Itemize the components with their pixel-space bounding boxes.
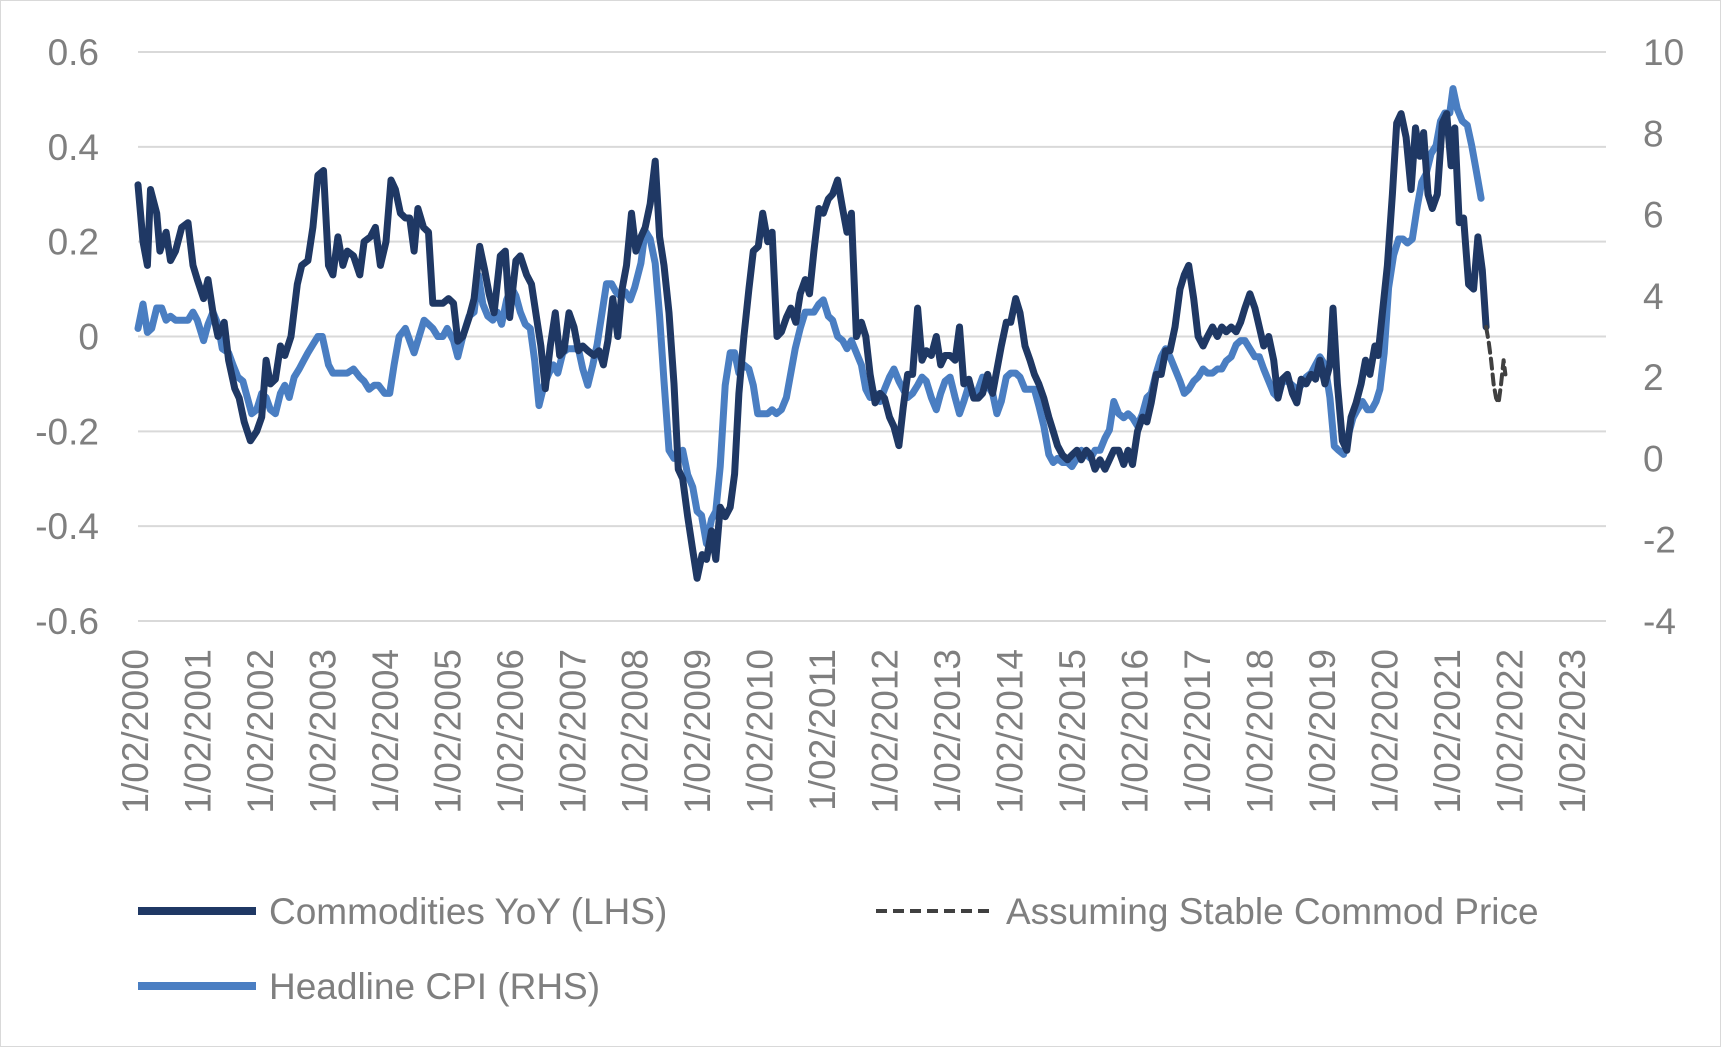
x-tick-label: 1/02/2010 <box>740 649 781 814</box>
y-right-tick-label: -4 <box>1643 601 1676 642</box>
y-left-tick-label: -0.6 <box>35 601 99 642</box>
legend-label-commodities: Commodities YoY (LHS) <box>269 891 667 932</box>
x-tick-label: 1/02/2022 <box>1489 649 1530 814</box>
legend-label-headline-cpi: Headline CPI (RHS) <box>269 966 600 1007</box>
y-right-tick-label: 6 <box>1643 195 1664 236</box>
x-tick-label: 1/02/2004 <box>365 649 406 814</box>
x-tick-label: 1/02/2009 <box>677 649 718 814</box>
x-tick-label: 1/02/2000 <box>115 649 156 814</box>
y-right-tick-label: 2 <box>1643 357 1664 398</box>
x-tick-label: 1/02/2021 <box>1427 649 1468 814</box>
x-tick-label: 1/02/2019 <box>1302 649 1343 814</box>
y-right-tick-label: 8 <box>1643 113 1664 154</box>
x-tick-label: 1/02/2001 <box>177 649 218 814</box>
x-tick-label: 1/02/2002 <box>240 649 281 814</box>
series-line-2 <box>1484 325 1508 405</box>
x-tick-label: 1/02/2005 <box>427 649 468 814</box>
y-left-tick-label: -0.2 <box>35 411 99 452</box>
y-right-tick-label: -2 <box>1643 520 1676 561</box>
x-tick-label: 1/02/2003 <box>302 649 343 814</box>
x-tick-label: 1/02/2015 <box>1052 649 1093 814</box>
y-left-tick-label: 0.2 <box>48 222 99 263</box>
x-tick-label: 1/02/2012 <box>865 649 906 814</box>
y-left-tick-label: -0.4 <box>35 506 99 547</box>
series-line-1 <box>134 85 1485 548</box>
y-left-tick-label: 0.6 <box>48 32 99 73</box>
x-tick-label: 1/02/2023 <box>1552 649 1593 814</box>
y-axis-left-ticks: 0.6 0.4 0.2 0 -0.2 -0.4 -0.6 <box>35 32 99 642</box>
x-axis-ticks: 1/02/2000 1/02/2001 1/02/2002 1/02/2003 1/02… <box>115 649 1593 814</box>
legend-label-stable-commod: Assuming Stable Commod Price <box>1006 891 1539 932</box>
x-tick-label: 1/02/2007 <box>552 649 593 814</box>
y-right-tick-label: 4 <box>1643 276 1664 317</box>
x-tick-label: 1/02/2014 <box>990 649 1031 814</box>
y-axis-right-ticks: 10 8 6 4 2 0 -2 -4 <box>1643 32 1684 642</box>
x-tick-label: 1/02/2018 <box>1239 649 1280 814</box>
x-tick-label: 1/02/2017 <box>1177 649 1218 814</box>
series-line-0 <box>134 110 1490 582</box>
x-tick-label: 1/02/2020 <box>1364 649 1405 814</box>
x-tick-label: 1/02/2011 <box>802 649 843 811</box>
y-left-tick-label: 0 <box>78 317 99 358</box>
y-right-tick-label: 10 <box>1643 32 1684 73</box>
x-tick-label: 1/02/2008 <box>615 649 656 814</box>
legend: Commodities YoY (LHS) Assuming Stable Co… <box>138 891 1539 1007</box>
series-lines <box>134 85 1508 582</box>
x-tick-label: 1/02/2006 <box>490 649 531 814</box>
x-tick-label: 1/02/2016 <box>1114 649 1155 814</box>
y-left-tick-label: 0.4 <box>48 127 99 168</box>
x-tick-label: 1/02/2013 <box>927 649 968 814</box>
y-right-tick-label: 0 <box>1643 438 1664 479</box>
